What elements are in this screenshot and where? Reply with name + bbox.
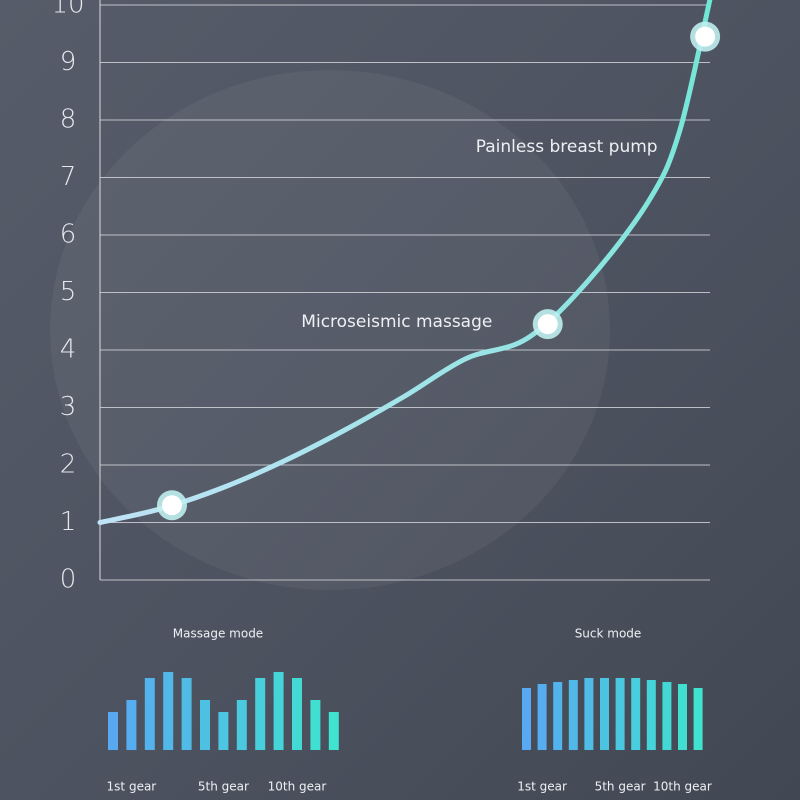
y-tick-label: 4 <box>60 335 77 365</box>
bar <box>200 700 210 750</box>
bar <box>537 684 547 750</box>
bar <box>310 700 321 750</box>
x-tick-label: 5th gear <box>198 780 249 794</box>
point <box>695 26 716 47</box>
bar <box>181 678 192 750</box>
bar <box>568 680 578 750</box>
y-tick-label: 0 <box>60 565 77 595</box>
bar <box>255 678 266 750</box>
y-tick-label: 10 <box>51 0 84 20</box>
y-tick-label: 5 <box>60 277 77 307</box>
bar <box>273 672 284 750</box>
bar <box>522 688 531 750</box>
bar <box>163 672 174 750</box>
bar <box>218 712 229 750</box>
x-tick-label: 1st gear <box>107 780 157 794</box>
bar <box>584 678 594 750</box>
bar <box>693 688 703 750</box>
y-tick-label: 8 <box>60 105 77 135</box>
y-tick-label: 3 <box>60 392 77 422</box>
x-tick-label: 10th gear <box>268 780 327 794</box>
x-tick-label: 1st gear <box>517 780 567 794</box>
bar <box>328 712 339 750</box>
bar <box>662 682 672 750</box>
bar <box>108 712 118 750</box>
point <box>161 495 182 516</box>
x-tick-label: 5th gear <box>595 780 646 794</box>
bar <box>615 678 625 750</box>
point <box>537 314 558 335</box>
group-title: Massage mode <box>173 627 263 641</box>
curve <box>97 0 713 525</box>
group-title: Suck mode <box>575 627 642 641</box>
bar <box>126 700 137 750</box>
annotation: Painless breast pump <box>476 137 658 157</box>
annotation: Microseismic massage <box>301 312 492 332</box>
y-tick-label: 7 <box>60 162 77 192</box>
bar <box>292 678 302 750</box>
photo-shade <box>50 70 610 590</box>
bar <box>678 684 687 750</box>
y-tick-label: 9 <box>60 47 77 77</box>
bar <box>631 678 641 750</box>
bar <box>646 680 656 750</box>
bar <box>553 682 563 750</box>
y-tick-label: 1 <box>60 507 77 537</box>
y-tick-label: 2 <box>60 450 77 480</box>
bar <box>236 700 247 750</box>
bar <box>600 678 609 750</box>
x-tick-label: 10th gear <box>653 780 712 794</box>
y-tick-label: 6 <box>60 220 77 250</box>
bar <box>144 678 155 750</box>
